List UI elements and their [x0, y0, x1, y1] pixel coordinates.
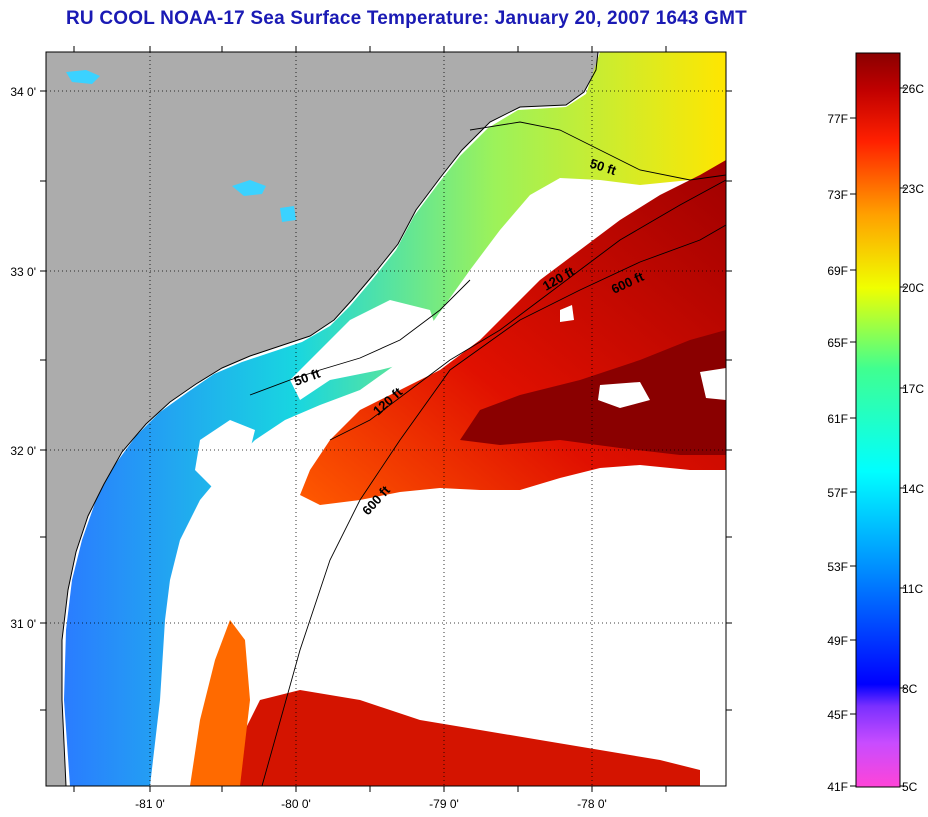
map-frame	[45, 51, 727, 787]
lon-label-78: -78 0'	[577, 797, 607, 811]
lon-label-80: -80 0'	[281, 797, 311, 811]
scale-c-23: 23C	[902, 182, 924, 196]
lon-label-81: -81 0'	[135, 797, 165, 811]
scale-f-49: 49F	[827, 634, 848, 648]
gulf-stream-core	[460, 330, 726, 455]
scale-c-20: 20C	[902, 281, 924, 295]
map-grid	[46, 52, 726, 786]
scale-c-11: 11C	[902, 582, 923, 596]
scale-f-73: 73F	[827, 188, 848, 202]
map-title: RU COOL NOAA-17 Sea Surface Temperature:…	[66, 8, 747, 29]
scale-f-65: 65F	[827, 336, 848, 350]
inland-water	[66, 70, 296, 222]
coastline	[61, 52, 599, 786]
scale-c-8: 8C	[902, 682, 918, 696]
scale-f-61: 61F	[827, 412, 848, 426]
contour-120ft-line	[329, 179, 726, 441]
contour-50ft-line	[469, 121, 726, 181]
scale-f-69: 69F	[827, 264, 848, 278]
lon-label-79: -79 0'	[429, 797, 459, 811]
lat-label-32: 32 0'	[10, 444, 36, 458]
scale-c-5: 5C	[902, 780, 918, 794]
scale-f-53: 53F	[827, 560, 848, 574]
axis-ticks	[40, 46, 732, 792]
scale-c-17: 17C	[902, 382, 924, 396]
scale-f-57: 57F	[827, 486, 848, 500]
scale-f-77: 77F	[827, 112, 848, 126]
scale-c-26: 26C	[902, 82, 924, 96]
southern-warm-patch	[230, 690, 700, 786]
contour-600ft-line	[261, 224, 726, 786]
contour-50ft-line-south	[249, 279, 471, 396]
lat-label-33: 33 0'	[10, 265, 36, 279]
land-mass	[46, 52, 598, 786]
cloud-cover	[195, 186, 726, 690]
scale-f-45: 45F	[827, 708, 848, 722]
color-scale-bar: 77F 73F 69F 65F 61F 57F 53F 49F 45F 41F …	[827, 52, 924, 794]
map-plot-area: 50 ft 120 ft 600 ft 50 ft 120 ft 600 ft	[46, 52, 726, 786]
scale-f-41: 41F	[827, 780, 848, 794]
lat-label-34: 34 0'	[10, 85, 36, 99]
scale-c-14: 14C	[902, 482, 924, 496]
lat-label-31: 31 0'	[10, 617, 36, 631]
shelf-water-cool	[64, 52, 726, 786]
